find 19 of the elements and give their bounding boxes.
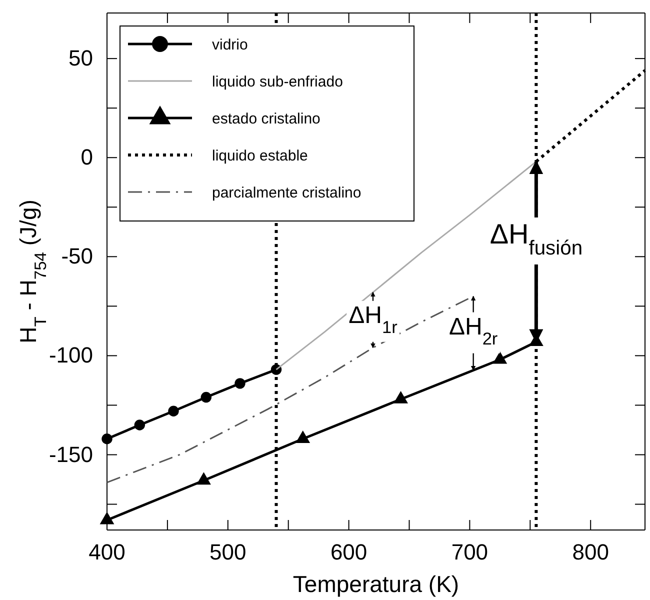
x-tick-label: 500 — [210, 540, 246, 565]
y-tick-label: 0 — [80, 144, 93, 170]
annotation: ΔH$_{2r}$ — [448, 313, 498, 348]
x-tick-label: 600 — [330, 540, 368, 565]
legend-label: parcialmente cristalino — [212, 184, 362, 202]
annotation: ΔH$_{1r}$ — [348, 302, 398, 337]
x-tick-label: 700 — [451, 540, 488, 565]
x-tick-label: 400 — [88, 540, 126, 565]
legend-label: estado cristalino — [212, 110, 320, 128]
legend-label: vidrio — [212, 36, 248, 54]
annotation: ΔH$_{fusión}$ — [490, 218, 583, 260]
y-tick-label: -150 — [48, 442, 93, 467]
y-tick-label: -100 — [48, 342, 93, 368]
x-axis-title: Temperatura (K) — [292, 571, 460, 597]
legend-label: liquido estable — [212, 147, 308, 164]
x-tick-label: 800 — [572, 540, 609, 565]
legend-label: liquido sub-enfriado — [212, 73, 343, 90]
y-tick-label: 50 — [68, 46, 93, 71]
y-tick-label: -50 — [61, 244, 93, 269]
